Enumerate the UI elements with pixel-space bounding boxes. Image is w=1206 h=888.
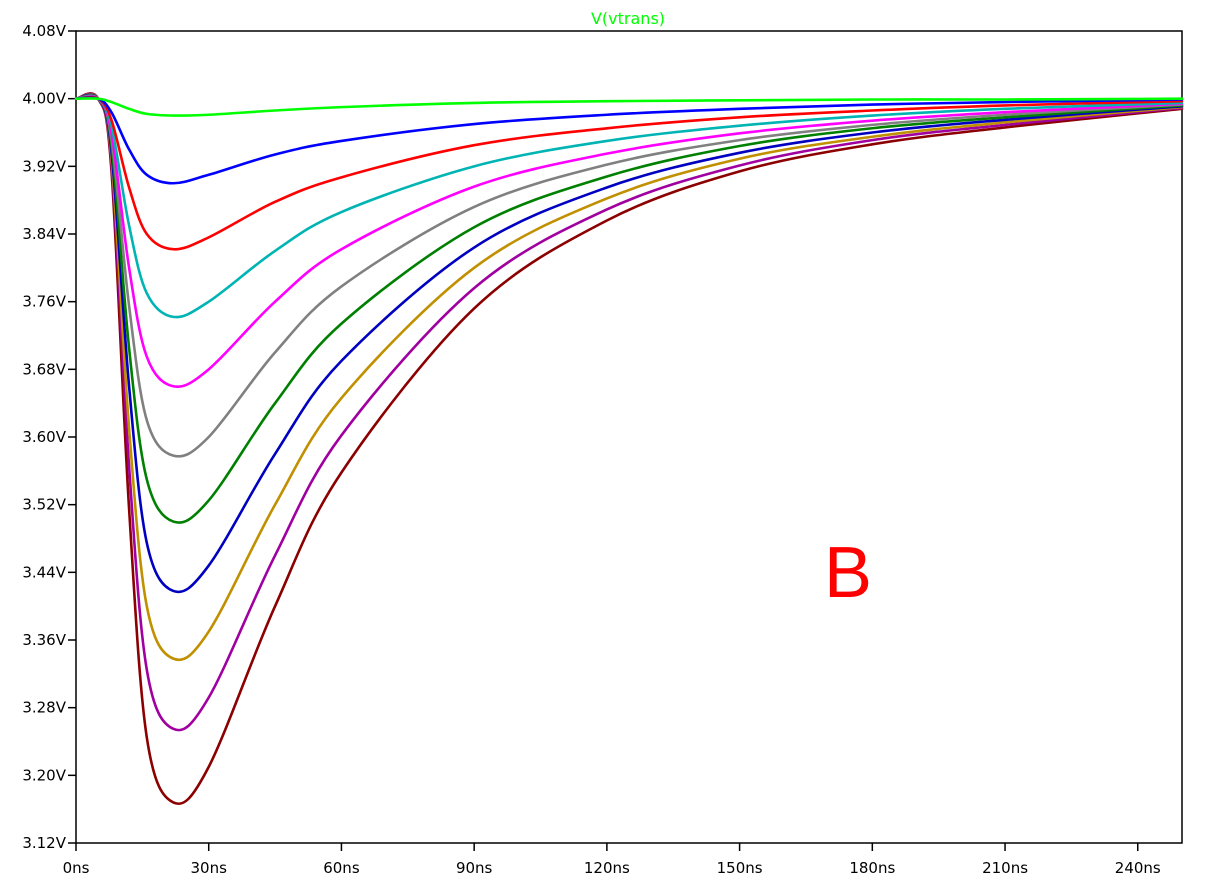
x-axis: 0ns 30ns 60ns 90ns 120ns 150ns 180ns 210ns 240ns (63, 843, 1161, 877)
y-tick-label: 3.92V (22, 157, 66, 175)
trace-line-9 (74, 92, 1184, 732)
trace-line-6 (74, 94, 1184, 524)
trace-line-5 (74, 94, 1184, 458)
y-tick-label: 4.00V (22, 90, 66, 108)
y-tick-label: 3.52V (22, 496, 66, 514)
y-tick-label: 3.68V (22, 360, 66, 378)
plot-annotation: B (824, 533, 872, 613)
y-tick-label: 3.76V (22, 293, 66, 311)
x-tick-label: 30ns (191, 859, 228, 877)
trace-line-10 (74, 92, 1184, 805)
x-tick-label: 0ns (63, 859, 90, 877)
x-tick-label: 60ns (323, 859, 360, 877)
x-tick-label: 150ns (717, 859, 763, 877)
y-tick-label: 3.12V (22, 834, 66, 852)
trace-line-2 (74, 95, 1184, 251)
y-tick-label: 3.60V (22, 428, 66, 446)
y-tick-label: 3.20V (22, 766, 66, 784)
x-tick-label: 210ns (982, 859, 1028, 877)
y-tick-label: 3.44V (22, 563, 66, 581)
y-tick-label: 3.28V (22, 699, 66, 717)
trace-line-3 (74, 95, 1184, 319)
y-tick-label: 3.36V (22, 631, 66, 649)
x-tick-label: 180ns (849, 859, 895, 877)
trace-line-1 (74, 96, 1184, 185)
y-tick-label: 4.08V (22, 22, 66, 40)
trace-line-4 (74, 94, 1184, 389)
trace-line-8 (74, 93, 1184, 662)
x-tick-label: 90ns (456, 859, 493, 877)
y-tick-label: 3.84V (22, 225, 66, 243)
x-tick-label: 120ns (584, 859, 630, 877)
y-axis: 4.08V 4.00V 3.92V 3.84V 3.76V 3.68V 3.60V 3.52V… (22, 22, 76, 852)
x-tick-label: 240ns (1115, 859, 1161, 877)
trace-line-7 (74, 93, 1184, 594)
trace-group (74, 92, 1184, 805)
chart-title: V(vtrans) (591, 9, 665, 28)
plot-frame (75, 30, 1183, 844)
trace-line-0 (74, 97, 1184, 117)
